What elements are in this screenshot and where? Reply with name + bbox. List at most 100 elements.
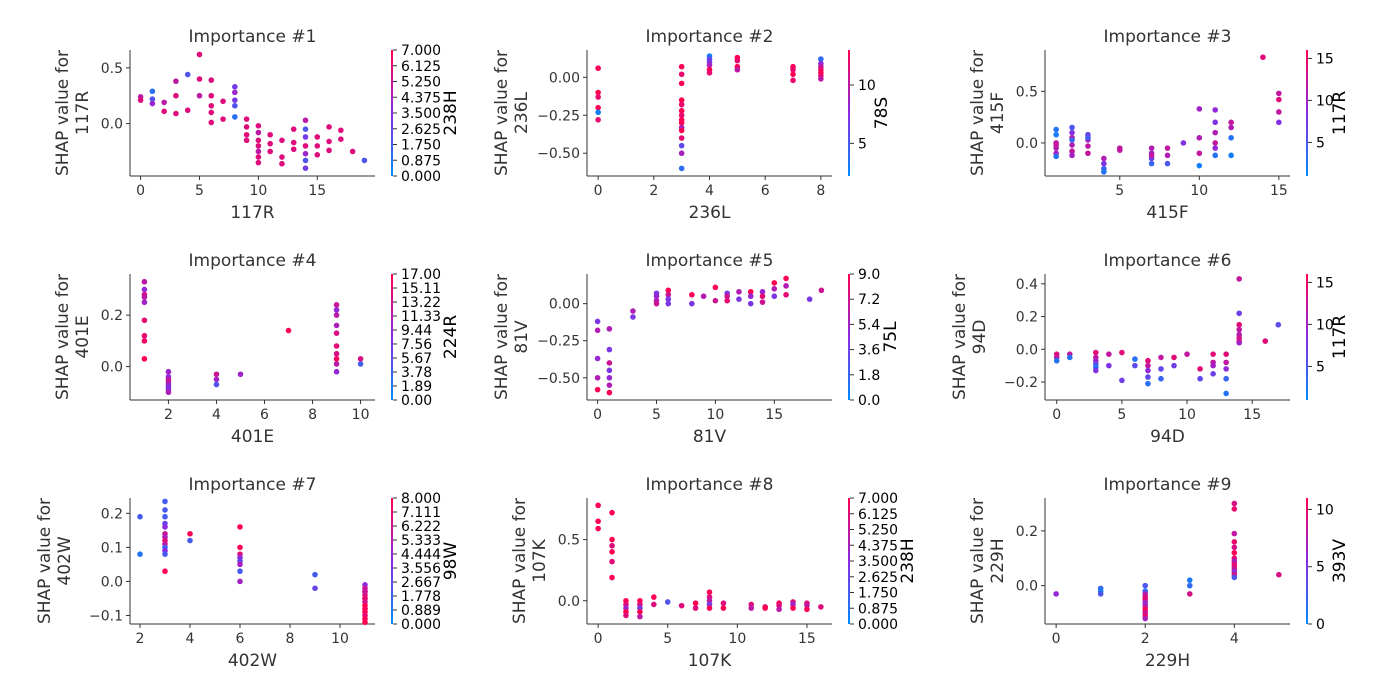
subplot-title: Importance #8 — [646, 475, 774, 495]
data-point — [1223, 366, 1229, 372]
data-point — [623, 612, 629, 619]
data-point — [689, 291, 695, 298]
data-point — [1197, 366, 1203, 372]
data-point — [678, 112, 685, 119]
data-point — [237, 561, 243, 568]
subplot-title: Importance #5 — [646, 251, 774, 271]
colorbar-tick-label: 5 — [858, 136, 867, 152]
y-axis-label-line: SHAP value for — [53, 50, 73, 176]
y-tick-label: 0.2 — [101, 308, 123, 324]
data-point — [162, 551, 168, 557]
data-point — [149, 100, 156, 107]
subplot-5: Importance #50 5 10 15−0.50−0.250.0081VSHAP… — [492, 251, 901, 447]
data-point — [706, 589, 713, 595]
data-point — [1276, 119, 1282, 126]
data-point — [137, 513, 143, 520]
data-point — [1180, 140, 1187, 146]
data-point — [1228, 119, 1234, 126]
x-axis-label: 236L — [689, 203, 731, 223]
colorbar-tick-label: 5 — [1316, 560, 1325, 576]
data-point — [606, 346, 613, 353]
y-tick-label: 0.0 — [101, 360, 123, 376]
data-point — [1186, 577, 1193, 583]
data-point — [255, 154, 262, 160]
data-point — [141, 286, 148, 293]
y-tick-label: 0.0 — [101, 117, 123, 133]
x-axis-label: 229H — [1145, 651, 1190, 671]
data-point — [326, 138, 332, 145]
data-point — [1093, 349, 1099, 356]
colorbar — [391, 50, 393, 176]
subplot-6: Importance #60 5 10 15−0.20.00.20.494DSHAP … — [950, 251, 1350, 447]
data-point — [1231, 530, 1238, 537]
data-point — [1210, 351, 1216, 357]
data-point — [361, 157, 368, 164]
data-point — [333, 343, 340, 349]
x-tick-label: 6 — [761, 183, 770, 199]
data-point — [333, 307, 340, 313]
data-point — [255, 143, 262, 149]
colorbar-tick-label: 5.333 — [401, 533, 441, 549]
x-axis-label: 107K — [688, 651, 732, 671]
colorbar-tick-label: 15 — [1316, 275, 1334, 291]
data-point — [196, 51, 203, 58]
data-point — [290, 126, 297, 132]
y-axis-label-line: 236L — [512, 92, 532, 134]
data-point — [362, 605, 368, 612]
data-point — [1085, 134, 1091, 141]
data-point — [706, 62, 713, 68]
data-point — [357, 356, 364, 362]
data-point — [237, 568, 243, 575]
data-point — [1145, 357, 1151, 364]
colorbar-tick-label: 3.556 — [401, 561, 441, 577]
data-point — [706, 605, 713, 611]
data-point — [162, 513, 168, 520]
data-point — [594, 318, 601, 325]
data-point — [678, 602, 685, 609]
y-axis-label-line: 81V — [512, 320, 532, 354]
data-point — [678, 80, 685, 87]
colorbar — [848, 498, 850, 624]
data-point — [790, 77, 796, 84]
data-point — [692, 600, 699, 607]
data-point — [790, 605, 796, 611]
data-point — [141, 278, 148, 285]
data-point — [609, 509, 615, 516]
data-point — [609, 549, 615, 555]
data-point — [302, 165, 309, 171]
data-point — [1171, 354, 1177, 361]
y-tick-label: −0.50 — [537, 371, 580, 387]
data-point — [651, 594, 657, 600]
data-point — [1101, 155, 1107, 162]
data-point — [783, 275, 789, 282]
data-point — [314, 152, 321, 158]
data-point — [326, 124, 332, 130]
data-point — [1069, 129, 1075, 136]
y-tick-label: −0.25 — [537, 108, 580, 124]
y-axis-label: SHAP value for236L — [492, 50, 532, 176]
y-tick-label: 0.1 — [101, 540, 123, 556]
data-point — [213, 381, 220, 388]
colorbar-label: 98W — [441, 542, 461, 581]
y-axis-label: SHAP value for402W — [35, 498, 75, 624]
colorbar-tick-label: 10 — [1316, 93, 1334, 109]
data-point — [759, 299, 766, 305]
colorbar-tick-label: 3.78 — [401, 365, 432, 381]
data-point — [141, 332, 148, 339]
data-point — [1053, 591, 1059, 597]
data-point — [1212, 119, 1219, 126]
data-point — [678, 71, 685, 78]
y-axis-label-line: 401E — [73, 315, 93, 358]
subplot-7: Importance #72 4 6 8 10−0.10.00.10.2402WSHAP… — [35, 475, 461, 671]
data-point — [1106, 351, 1112, 357]
data-point — [818, 56, 824, 62]
colorbar-tick-label: 4.375 — [401, 90, 441, 106]
x-tick-label: 15 — [765, 407, 783, 423]
data-point — [678, 150, 685, 157]
data-point — [678, 165, 685, 172]
data-point — [333, 368, 340, 375]
colorbar-tick-label: 8.000 — [401, 491, 441, 507]
y-axis-label-line: SHAP value for — [53, 274, 73, 400]
colorbar-tick-label: 5 — [1316, 359, 1325, 375]
